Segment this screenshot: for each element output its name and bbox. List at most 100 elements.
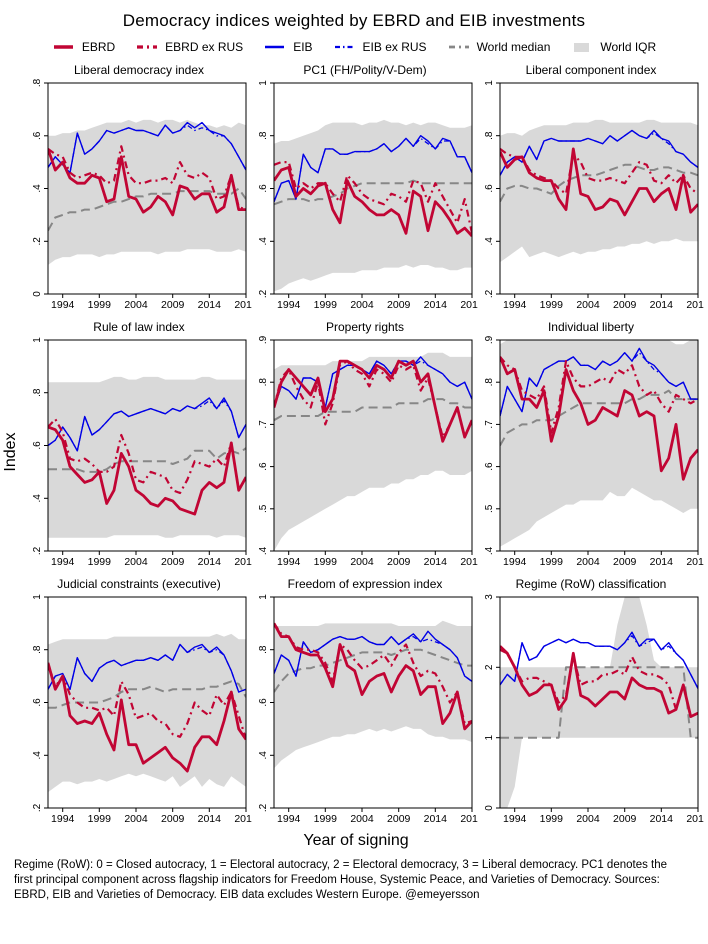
svg-text:2014: 2014 <box>424 299 448 311</box>
svg-text:.8: .8 <box>32 645 43 654</box>
chart-cell-liberal-democracy: Liberal democracy index 0 .2 .4 .6 .8 1994 199… <box>26 57 258 314</box>
svg-text:.6: .6 <box>32 698 43 707</box>
svg-text:.6: .6 <box>258 698 269 707</box>
svg-text:2009: 2009 <box>161 813 185 825</box>
svg-text:1999: 1999 <box>88 813 112 825</box>
y-axis-label: Index <box>2 431 19 472</box>
svg-text:.6: .6 <box>484 462 495 471</box>
world-median-dash-swatch-icon <box>448 45 469 49</box>
svg-text:.8: .8 <box>258 645 269 654</box>
ebrd-line-swatch-icon <box>53 45 73 49</box>
svg-text:2019: 2019 <box>460 299 478 311</box>
legend-item-world-median: World median <box>447 40 551 54</box>
svg-text:1999: 1999 <box>314 299 338 311</box>
chart-canvas: .2 .4 .6 .8 1 1994 1999 2004 2009 2014 2019 <box>252 592 484 828</box>
svg-text:3: 3 <box>484 594 495 600</box>
svg-text:2004: 2004 <box>124 813 148 825</box>
svg-text:.4: .4 <box>32 494 43 503</box>
chart-title: Judicial constraints (executive) <box>57 577 221 591</box>
svg-text:1999: 1999 <box>314 813 338 825</box>
svg-text:.4: .4 <box>258 751 269 760</box>
svg-text:.7: .7 <box>484 420 495 429</box>
svg-text:.6: .6 <box>484 184 495 193</box>
chart-cell-regime-row: Regime (RoW) classification 0 1 2 3 1994 1999… <box>478 571 708 828</box>
svg-text:.4: .4 <box>484 546 495 555</box>
svg-text:2019: 2019 <box>234 556 252 568</box>
chart-canvas: .4 .5 .6 .7 .8 .9 1994 1999 2004 2009 2014 2019 <box>252 335 484 571</box>
svg-text:.2: .2 <box>32 546 43 555</box>
svg-text:2014: 2014 <box>650 556 674 568</box>
chart-cell-liberal-component: Liberal component index .2 .4 .6 .8 1 1994 199… <box>478 57 708 314</box>
svg-text:.5: .5 <box>258 504 269 513</box>
svg-text:2014: 2014 <box>650 299 674 311</box>
legend-label: World median <box>476 40 551 54</box>
svg-text:1994: 1994 <box>51 813 75 825</box>
chart-title: Rule of law index <box>93 320 185 334</box>
footnote: Regime (RoW): 0 = Closed autocracy, 1 = … <box>14 859 668 901</box>
svg-text:1994: 1994 <box>277 556 301 568</box>
svg-text:.2: .2 <box>258 289 269 298</box>
svg-text:2004: 2004 <box>576 299 600 311</box>
svg-text:2014: 2014 <box>424 556 448 568</box>
svg-text:2004: 2004 <box>350 556 374 568</box>
chart-title: Regime (RoW) classification <box>515 577 667 591</box>
chart-canvas: 0 1 2 3 1994 1999 2004 2009 2014 2019 <box>478 592 708 828</box>
chart-title: Property rights <box>325 320 405 334</box>
svg-text:2004: 2004 <box>124 299 148 311</box>
legend-label: EBRD ex RUS <box>165 40 244 54</box>
svg-text:.4: .4 <box>484 237 495 246</box>
legend-item-ebrd-ex-rus: EBRD ex RUS <box>135 40 243 54</box>
svg-text:.2: .2 <box>258 803 269 812</box>
svg-text:1994: 1994 <box>503 299 527 311</box>
svg-text:.6: .6 <box>32 441 43 450</box>
svg-text:.8: .8 <box>32 388 43 397</box>
svg-text:2004: 2004 <box>124 556 148 568</box>
svg-text:.2: .2 <box>32 237 43 246</box>
svg-text:.8: .8 <box>32 78 43 87</box>
chart-title: Liberal democracy index <box>73 63 205 77</box>
svg-text:2004: 2004 <box>350 813 374 825</box>
svg-text:2019: 2019 <box>686 813 704 825</box>
legend-item-eib: EIB <box>263 40 313 54</box>
svg-text:1: 1 <box>258 80 269 86</box>
chart-cell-freedom-of-expression: Freedom of expression index .2 .4 .6 .8 1 199… <box>252 571 484 828</box>
svg-text:.9: .9 <box>258 335 269 344</box>
svg-text:1: 1 <box>484 734 495 740</box>
legend-label: EBRD <box>81 40 116 54</box>
svg-text:2019: 2019 <box>234 813 252 825</box>
chart-cell-property-rights: Property rights .4 .5 .6 .7 .8 .9 1994 1999 2004… <box>252 314 484 571</box>
chart-canvas: .4 .5 .6 .7 .8 .9 1994 1999 2004 2009 2014 2019 <box>478 335 708 571</box>
chart-title: PC1 (FH/Polity/V-Dem) <box>303 63 427 77</box>
legend-item-world-iqr: World IQR <box>570 40 656 54</box>
eib-ex-rus-dash-swatch-icon <box>334 45 355 49</box>
svg-text:2009: 2009 <box>161 299 185 311</box>
eib-line-swatch-icon <box>265 45 285 49</box>
legend-label: EIB ex RUS <box>362 40 427 54</box>
chart-canvas: .2 .4 .6 .8 1 1994 1999 2004 2009 2014 2019 <box>478 78 708 314</box>
x-axis-label: Year of signing <box>303 832 409 849</box>
svg-text:.4: .4 <box>258 237 269 246</box>
svg-text:1999: 1999 <box>540 299 564 311</box>
svg-text:2009: 2009 <box>613 556 637 568</box>
svg-text:2009: 2009 <box>161 556 185 568</box>
svg-text:2: 2 <box>484 664 495 670</box>
svg-text:2019: 2019 <box>234 299 252 311</box>
chart-canvas: .2 .4 .6 .8 1 1994 1999 2004 2009 2014 2019 <box>252 78 484 314</box>
svg-text:1999: 1999 <box>88 299 112 311</box>
svg-text:2019: 2019 <box>460 556 478 568</box>
chart-grid-wrapper: Index Liberal democracy index 0 .2 .4 .6 .8 1… <box>0 57 708 828</box>
svg-text:.7: .7 <box>258 420 269 429</box>
svg-text:2019: 2019 <box>686 556 704 568</box>
legend: EBRD EBRD ex RUS EIB EIB ex RUS World me… <box>0 40 708 54</box>
svg-text:.8: .8 <box>484 378 495 387</box>
svg-text:1999: 1999 <box>540 813 564 825</box>
svg-text:.6: .6 <box>258 462 269 471</box>
svg-text:2004: 2004 <box>576 813 600 825</box>
legend-item-ebrd: EBRD <box>52 40 115 54</box>
svg-text:1994: 1994 <box>51 299 75 311</box>
svg-text:1994: 1994 <box>51 556 75 568</box>
svg-text:1: 1 <box>484 80 495 86</box>
svg-text:.6: .6 <box>32 131 43 140</box>
svg-text:1: 1 <box>258 594 269 600</box>
